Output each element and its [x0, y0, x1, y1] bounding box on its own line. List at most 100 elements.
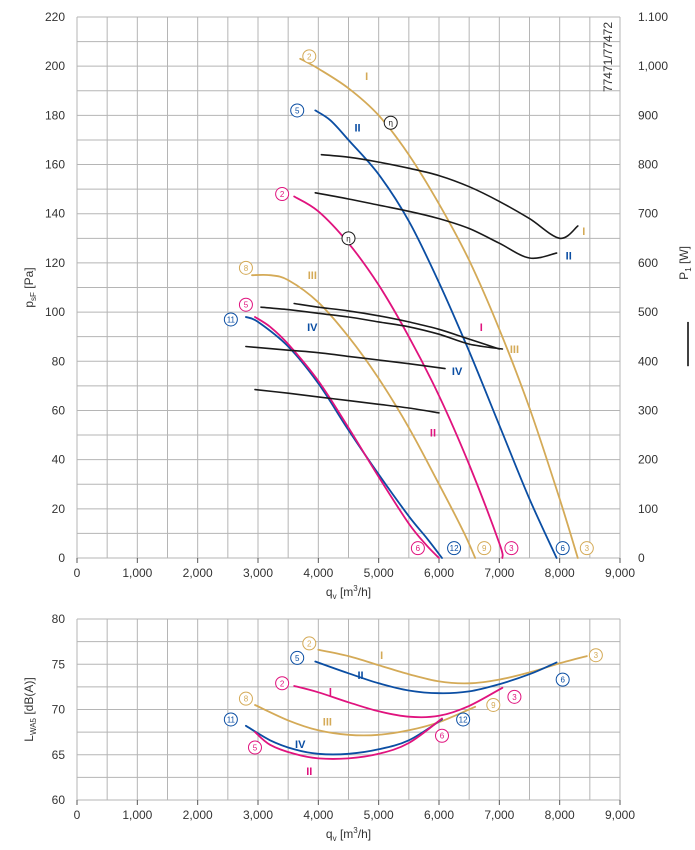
- y2-tick-label: 700: [638, 207, 658, 221]
- point-badge: 2: [275, 676, 290, 691]
- badge-label: 9: [482, 544, 487, 553]
- x-tick-label: 1,000: [122, 808, 152, 822]
- y2-tick-label: 400: [638, 354, 658, 368]
- x-tick-label: 1,000: [122, 566, 152, 580]
- x-tick-label: 6,000: [424, 566, 454, 580]
- curve-label: III: [323, 716, 332, 728]
- y2-tick-label: 1,000: [638, 59, 668, 73]
- sound-curve: [293, 685, 504, 719]
- badge-circle: [435, 728, 450, 743]
- point-badge: 5: [290, 650, 305, 665]
- y-tick-label: 20: [52, 502, 66, 516]
- point-badge: 9: [477, 541, 492, 556]
- badge-circle: [223, 712, 238, 727]
- badge-label: 3: [585, 544, 590, 553]
- x-tick-label: 8,000: [545, 808, 575, 822]
- y-tick-label: 200: [45, 59, 65, 73]
- pressure-curve: [293, 195, 504, 559]
- point-badge: 2: [275, 187, 290, 202]
- y2-tick-label: 800: [638, 158, 658, 172]
- point-badge: 2: [302, 636, 317, 651]
- badge-label: 8: [244, 695, 249, 704]
- point-badge: 6: [555, 672, 570, 687]
- badge-label: 11: [227, 715, 236, 724]
- grid: [76, 16, 621, 559]
- badge-circle: [223, 312, 238, 327]
- point-badge: η: [383, 115, 398, 130]
- series-lines: [245, 648, 588, 760]
- badge-circle: [247, 740, 262, 755]
- badge-label: 2: [280, 190, 285, 199]
- badge-circle: [238, 691, 253, 706]
- curve-label: IV: [295, 739, 306, 751]
- point-badge: 9: [486, 697, 501, 712]
- y-tick-label: 70: [52, 703, 66, 717]
- badge-circle: [302, 636, 317, 651]
- sound-curve: [314, 660, 558, 695]
- x-tick-label: 3,000: [243, 808, 273, 822]
- badge-circle: [275, 187, 290, 202]
- y2-tick-label: 300: [638, 403, 658, 417]
- badge-circle: [588, 648, 603, 663]
- power-curve: [293, 302, 501, 350]
- y-axis-label: psF [Pa]: [22, 267, 38, 307]
- point-badge: 12: [456, 712, 471, 727]
- badge-circle: [504, 541, 519, 556]
- pressure-curve: [314, 109, 558, 559]
- x-tick-label: 0: [74, 566, 81, 580]
- badge-label: 12: [459, 715, 468, 724]
- curve-label: I: [365, 71, 368, 83]
- badge-label: 5: [295, 654, 300, 663]
- curve-label: I: [582, 226, 585, 238]
- x-tick-label: 2,000: [183, 566, 213, 580]
- point-badge: 3: [588, 648, 603, 663]
- badge-label: 3: [509, 544, 514, 553]
- y-tick-label: 220: [45, 10, 65, 24]
- curve-label: II: [306, 766, 312, 778]
- y2-tick-label: 600: [638, 256, 658, 270]
- point-badge: 2: [302, 49, 317, 64]
- y-tick-label: 65: [52, 748, 66, 762]
- point-badges: 2 5 2 8 5 11 6 12 9 3 6 3 η η: [223, 49, 594, 556]
- curve-label: II: [358, 670, 364, 682]
- badge-label: 5: [253, 744, 258, 753]
- badge-label: 5: [244, 301, 249, 310]
- badge-label: 9: [491, 701, 496, 710]
- badge-circle: [290, 103, 305, 118]
- badge-circle: [579, 541, 594, 556]
- badge-circle: [555, 541, 570, 556]
- point-badge: 11: [223, 712, 238, 727]
- y2-tick-label: 200: [638, 453, 658, 467]
- grid: [76, 618, 621, 801]
- sound-power-chart: 0 1,000 2,000 3,000 4,000 5,000 6,000 7,000 8,00…: [22, 612, 635, 843]
- point-badge: 3: [504, 541, 519, 556]
- badge-circle: [410, 541, 425, 556]
- badge-label: 3: [594, 651, 599, 660]
- tick-labels: 0 1,000 2,000 3,000 4,000 5,000 6,000 7,000 8,00…: [45, 10, 668, 580]
- y-tick-label: 80: [52, 612, 66, 626]
- x-tick-label: 8,000: [545, 566, 575, 580]
- point-badge: 6: [555, 541, 570, 556]
- badge-circle: [275, 676, 290, 691]
- pressure-curve: [251, 273, 477, 559]
- sound-curve: [245, 718, 443, 756]
- y2-tick-label: 900: [638, 108, 658, 122]
- badge-circle: [238, 260, 253, 275]
- x-tick-label: 4,000: [303, 566, 333, 580]
- power-curve: [254, 388, 440, 414]
- power-curve: [245, 345, 446, 370]
- x-tick-label: 6,000: [424, 808, 454, 822]
- point-badge: 3: [507, 689, 522, 704]
- y-tick-label: 60: [52, 403, 66, 417]
- y2-tick-label: 100: [638, 502, 658, 516]
- point-badge: 5: [290, 103, 305, 118]
- x-tick-label: 9,000: [605, 808, 635, 822]
- pressure-curve: [299, 57, 579, 559]
- diagram-code: 77471/77472: [601, 22, 615, 92]
- badge-label: 11: [227, 315, 236, 324]
- power-curve: [260, 306, 504, 350]
- y2-tick-label: 500: [638, 305, 658, 319]
- curve-label: III: [308, 270, 317, 282]
